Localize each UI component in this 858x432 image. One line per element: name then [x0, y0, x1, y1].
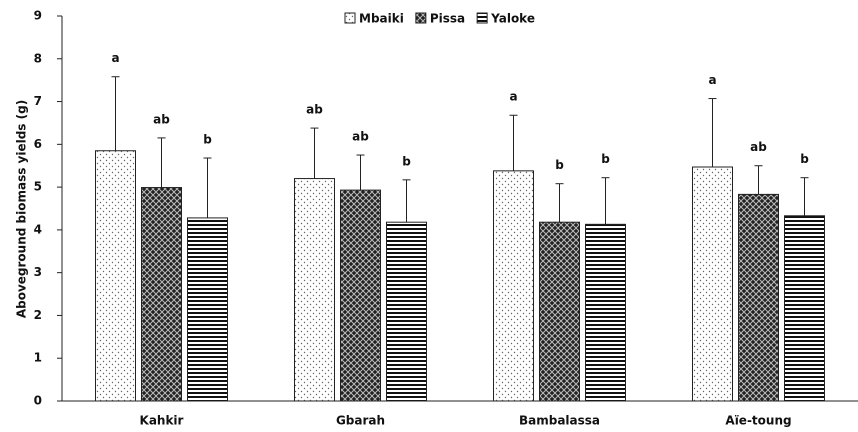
bar — [340, 189, 381, 402]
significance-letter: a — [708, 73, 716, 87]
legend-label: Mbaiki — [359, 12, 404, 26]
x-tick-label: Kahkir — [140, 414, 184, 428]
y-axis-title: Aboveground biomass yields (g) — [15, 100, 29, 318]
y-tick-label: 7 — [34, 94, 42, 108]
bar — [493, 170, 534, 402]
bar — [294, 178, 335, 402]
legend-swatch — [344, 12, 356, 24]
significance-letter: ab — [153, 112, 170, 126]
x-tick-label: Bambalassa — [519, 414, 600, 428]
y-tick-label: 9 — [34, 9, 42, 23]
y-tick-label: 1 — [34, 351, 42, 365]
bar — [386, 221, 427, 402]
significance-letter: b — [555, 158, 564, 172]
y-tick-label: 0 — [34, 394, 42, 408]
significance-letter: a — [111, 51, 119, 65]
bar — [95, 150, 136, 402]
legend-swatch — [476, 12, 488, 24]
bar — [738, 193, 779, 402]
significance-letter: ab — [750, 140, 767, 154]
x-tick-label: Gbarah — [336, 414, 385, 428]
legend-swatch — [415, 12, 427, 24]
significance-letter: b — [601, 152, 610, 166]
x-tick-label: Aïe-toung — [725, 414, 791, 428]
significance-letter: b — [402, 154, 411, 168]
legend-label: Pissa — [430, 12, 465, 26]
bar — [141, 187, 182, 402]
bar — [187, 217, 228, 402]
legend-label: Yaloke — [490, 12, 535, 26]
y-tick-label: 4 — [34, 222, 42, 236]
significance-letter: b — [800, 152, 809, 166]
bar — [784, 215, 825, 402]
y-tick-label: 8 — [34, 51, 42, 65]
significance-letter: ab — [352, 130, 369, 144]
y-tick-label: 6 — [34, 137, 42, 151]
y-tick-label: 5 — [34, 180, 42, 194]
significance-letter: a — [509, 90, 517, 104]
y-tick-label: 3 — [34, 265, 42, 279]
bar — [585, 223, 626, 402]
y-tick-label: 2 — [34, 308, 42, 322]
significance-letter: ab — [306, 103, 323, 117]
significance-letter: b — [203, 133, 212, 147]
bar — [539, 221, 580, 402]
bar — [692, 166, 733, 402]
